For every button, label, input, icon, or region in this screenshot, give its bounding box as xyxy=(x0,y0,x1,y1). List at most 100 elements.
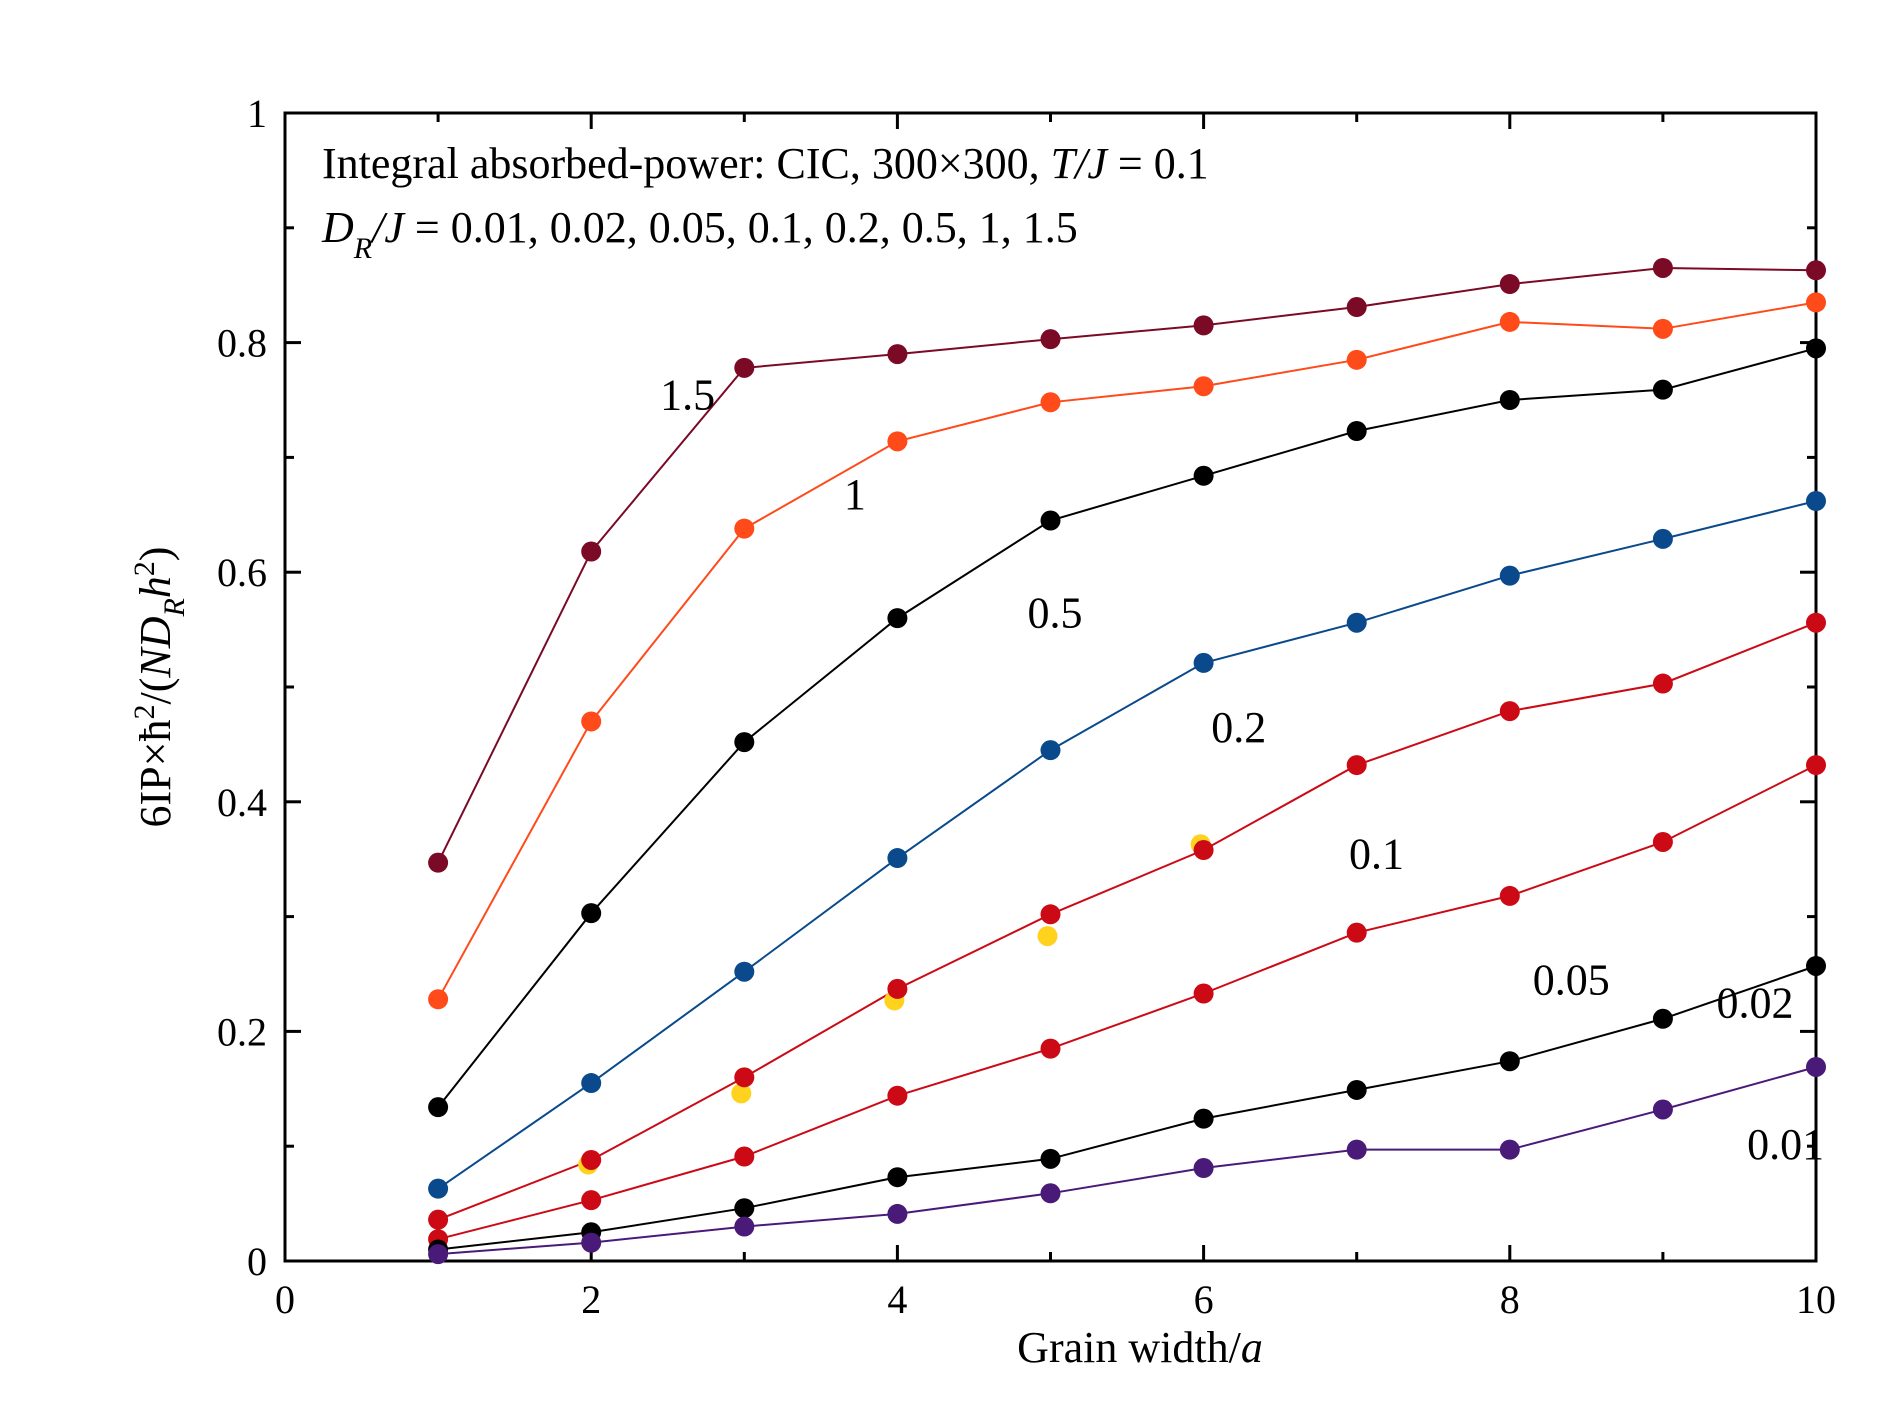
annotation-line-2-J: /J xyxy=(369,203,406,252)
y-tick-label: 0.8 xyxy=(217,321,267,366)
data-point-0.02 xyxy=(1346,1079,1367,1100)
data-point-0.1 xyxy=(1346,755,1367,776)
annotation-line-2-suffix: = 0.01, 0.02, 0.05, 0.1, 0.2, 0.5, 1, 1.… xyxy=(404,203,1078,252)
data-point-0.5 xyxy=(1806,338,1826,359)
y-tick-label: 0 xyxy=(247,1239,267,1284)
x-tick-label: 2 xyxy=(581,1277,601,1322)
data-point-0.2 xyxy=(1346,612,1367,633)
data-point-1 xyxy=(734,518,755,539)
data-point-1.5 xyxy=(581,541,602,562)
series-label-0.01: 0.01 xyxy=(1747,1120,1824,1169)
data-point-0.05 xyxy=(1040,1038,1061,1059)
x-tick-label: 8 xyxy=(1500,1277,1520,1322)
annotation-line-2-sub: R xyxy=(353,232,372,265)
data-point-1.5 xyxy=(1806,260,1826,281)
points-layer xyxy=(428,257,1826,1265)
data-point-0.01 xyxy=(1652,1099,1673,1120)
data-point-0.02 xyxy=(734,1198,755,1219)
data-point-0.5 xyxy=(1346,420,1367,441)
data-point-0.5 xyxy=(734,732,755,753)
y-axis-title-sub: R xyxy=(158,598,191,617)
x-tick-label: 4 xyxy=(887,1277,907,1322)
data-point-0.2 xyxy=(887,848,908,869)
series-label-1: 1 xyxy=(844,470,866,519)
data-point-0.2 xyxy=(1040,740,1061,761)
series-line-0.05 xyxy=(437,764,1817,1241)
series-layer xyxy=(437,266,1817,1256)
ticks-layer: 0 2 4 6 8 10 0 0.2 0.4 0.6 0.8 1 xyxy=(217,91,1836,1322)
data-point-0.5 xyxy=(428,1097,449,1118)
y-tick-label: 0.4 xyxy=(217,780,267,825)
data-point-1.5 xyxy=(1040,329,1061,350)
data-point-0.5 xyxy=(1040,510,1061,531)
y-axis-title-sup1: 2 xyxy=(128,705,161,720)
data-point-0.1 xyxy=(734,1067,755,1088)
data-point-1.5 xyxy=(1193,315,1214,336)
data-point-1.5 xyxy=(1652,257,1673,278)
series-line-0.2 xyxy=(437,500,1817,1190)
series-line-0.1 xyxy=(437,621,1817,1221)
y-axis-title-h: h xyxy=(131,576,180,598)
data-point-0.05 xyxy=(1193,983,1214,1004)
data-point-0.02 xyxy=(1499,1051,1520,1072)
data-point-0.02 xyxy=(1193,1108,1214,1129)
data-point-1 xyxy=(1193,376,1214,397)
data-point-0.5 xyxy=(887,608,908,629)
data-point-0.5 xyxy=(1499,390,1520,410)
data-point-0.1 xyxy=(1193,840,1214,861)
data-point-0.1 xyxy=(887,978,908,999)
x-axis-title: Grain width/a xyxy=(1017,1323,1263,1372)
data-point-0.1 xyxy=(1652,673,1673,694)
data-point-0.2 xyxy=(734,961,755,982)
data-point-0.05 xyxy=(887,1085,908,1106)
data-point-0.2 xyxy=(428,1178,449,1199)
data-point-1.5 xyxy=(887,344,908,365)
data-point-0.01 xyxy=(1193,1158,1214,1179)
annotation-line-1-prefix: Integral absorbed-power: CIC, 300×300, xyxy=(322,139,1051,188)
data-point-1.5 xyxy=(428,852,449,873)
annotation-line-2-D: D xyxy=(321,203,354,252)
data-point-0.01 xyxy=(1499,1139,1520,1160)
x-tick-label: 6 xyxy=(1194,1277,1214,1322)
data-point-0.01 xyxy=(887,1203,908,1224)
y-axis-title: 6IP×ħ2/(NDRh2) xyxy=(128,547,191,828)
y-tick-label: 0.6 xyxy=(217,550,267,595)
data-point-1 xyxy=(1652,318,1673,339)
data-point-0.1 xyxy=(1499,701,1520,722)
series-label-0.02: 0.02 xyxy=(1716,979,1793,1028)
x-axis-title-italic: a xyxy=(1241,1323,1263,1372)
data-point-0.02 xyxy=(1806,955,1826,976)
data-point-0.01 xyxy=(428,1244,449,1265)
data-point-0.1 xyxy=(581,1149,602,1170)
data-point-0.05 xyxy=(1346,922,1367,943)
data-point-0.5 xyxy=(1652,379,1673,400)
data-point-0.1 xyxy=(1806,612,1826,633)
data-point-0.01 xyxy=(1346,1139,1367,1160)
data-point-1 xyxy=(1040,392,1061,413)
data-point-1 xyxy=(428,989,449,1010)
series-line-0.02 xyxy=(437,965,1817,1251)
series-label-0.1: 0.1 xyxy=(1349,829,1404,878)
data-point-0.2 xyxy=(1806,491,1826,512)
data-point-0.2 xyxy=(581,1073,602,1094)
data-point-1 xyxy=(581,711,602,732)
data-point-0.5 xyxy=(581,903,602,924)
data-point-1.5 xyxy=(1346,297,1367,318)
annotation-line-2: DR/J = 0.01, 0.02, 0.05, 0.1, 0.2, 0.5, … xyxy=(321,203,1078,265)
data-point-0.05 xyxy=(1806,755,1826,776)
extra-data-point xyxy=(731,1083,752,1104)
data-point-0.02 xyxy=(1040,1148,1061,1169)
y-axis-title-D: D xyxy=(131,616,180,649)
annotation-line-1: Integral absorbed-power: CIC, 300×300, T… xyxy=(322,139,1209,188)
data-point-0.1 xyxy=(1040,904,1061,925)
data-point-0.1 xyxy=(428,1209,449,1230)
data-point-0.01 xyxy=(1806,1056,1826,1077)
annotation-line-1-suffix: = 0.1 xyxy=(1107,139,1209,188)
series-labels-layer: 1.5 1 0.5 0.2 0.1 0.05 0.02 0.01 xyxy=(660,370,1824,1169)
data-point-0.05 xyxy=(1652,831,1673,852)
y-axis-title-part2: /( xyxy=(131,678,180,705)
data-point-1 xyxy=(887,431,908,452)
series-line-1 xyxy=(437,301,1817,1000)
data-point-0.2 xyxy=(1652,528,1673,549)
data-point-0.05 xyxy=(734,1146,755,1167)
